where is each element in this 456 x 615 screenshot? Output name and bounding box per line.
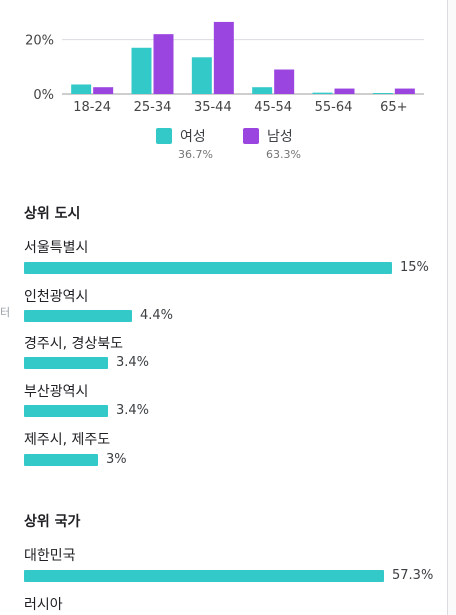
bar-female-18-24[interactable] bbox=[71, 84, 92, 94]
city-label: 제주시, 제주도 bbox=[24, 432, 111, 448]
bar-male-65+[interactable] bbox=[394, 88, 415, 94]
bar-male-25-34[interactable] bbox=[153, 34, 174, 94]
legend-swatch-female bbox=[156, 128, 172, 144]
bar-female-65+[interactable] bbox=[372, 93, 393, 94]
city-bar bbox=[24, 262, 392, 274]
scrollbar-edge[interactable] bbox=[447, 0, 456, 615]
city-label: 서울특별시 bbox=[24, 240, 89, 256]
x-tick-label: 35-44 bbox=[194, 100, 232, 115]
y-tick-label: 20% bbox=[25, 34, 54, 49]
legend-pct-male: 63.3% bbox=[266, 148, 301, 161]
age-gender-chart: 20% 0% 18-24 25-34 35-44 45-54 55-64 65+ bbox=[25, 21, 424, 115]
city-pct: 3.4% bbox=[116, 403, 150, 418]
x-tick-label: 25-34 bbox=[134, 100, 172, 115]
top-cities-title: 상위 도시 bbox=[24, 206, 81, 222]
country-bar bbox=[24, 570, 384, 582]
bar-female-55-64[interactable] bbox=[312, 92, 333, 94]
country-label: 러시아 bbox=[24, 597, 63, 613]
legend-label-female: 여성 bbox=[180, 129, 206, 145]
city-pct: 3.4% bbox=[116, 355, 150, 370]
city-label: 경주시, 경상북도 bbox=[24, 336, 124, 352]
city-bar bbox=[24, 454, 98, 466]
city-label: 부산광역시 bbox=[24, 384, 89, 400]
x-tick-label: 45-54 bbox=[254, 100, 292, 115]
bar-male-35-44[interactable] bbox=[213, 21, 234, 95]
legend-pct-female: 36.7% bbox=[178, 148, 213, 161]
city-pct: 4.4% bbox=[140, 308, 174, 323]
city-bar bbox=[24, 405, 108, 417]
y-tick-label: 0% bbox=[33, 88, 54, 103]
clipped-left-text: 터 bbox=[0, 306, 11, 319]
city-pct: 15% bbox=[400, 260, 429, 275]
bar-male-45-54[interactable] bbox=[274, 69, 295, 94]
bar-male-18-24[interactable] bbox=[93, 87, 114, 94]
city-pct: 3% bbox=[106, 452, 127, 467]
city-bar bbox=[24, 357, 108, 369]
legend-swatch-male bbox=[243, 128, 259, 144]
legend-label-male: 남성 bbox=[267, 129, 293, 145]
bar-female-45-54[interactable] bbox=[252, 87, 273, 94]
x-tick-label: 18-24 bbox=[73, 100, 111, 115]
top-countries-title: 상위 국가 bbox=[24, 514, 81, 530]
bar-female-25-34[interactable] bbox=[131, 47, 152, 94]
country-pct: 57.3% bbox=[392, 568, 434, 583]
country-label: 대한민국 bbox=[24, 548, 76, 564]
city-bar bbox=[24, 310, 132, 322]
x-tick-label: 65+ bbox=[380, 100, 407, 115]
bar-female-35-44[interactable] bbox=[191, 57, 212, 94]
bar-male-55-64[interactable] bbox=[334, 88, 355, 94]
x-tick-label: 55-64 bbox=[315, 100, 353, 115]
city-label: 인천광역시 bbox=[24, 289, 89, 305]
